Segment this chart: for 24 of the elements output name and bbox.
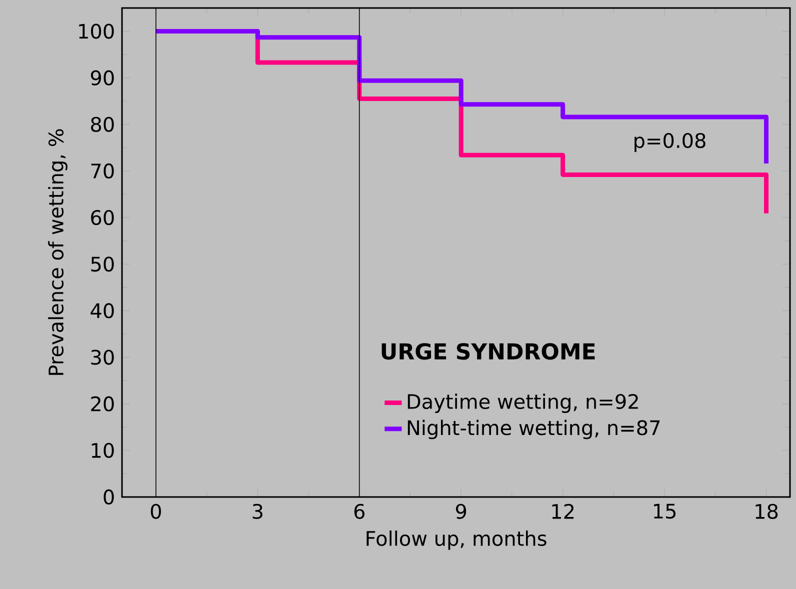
legend-label: Night-time wetting, n=87 xyxy=(408,420,660,440)
y-tick-label: 70 xyxy=(91,163,114,179)
x-tick-label: 6 xyxy=(354,504,364,519)
y-tick-label: 50 xyxy=(91,256,114,272)
y-tick-label: 90 xyxy=(90,70,114,86)
x-axis-title: Follow up, months xyxy=(366,530,546,550)
y-axis-title: Prevalence of wetting, % xyxy=(48,129,68,375)
x-tick-label: 9 xyxy=(456,504,466,519)
y-tick-label: 80 xyxy=(91,116,114,132)
y-tick-label: 10 xyxy=(92,442,114,458)
y-tick-label: 60 xyxy=(91,210,114,226)
x-tick-label: 12 xyxy=(552,504,574,519)
x-tick-label: 15 xyxy=(654,504,676,519)
y-tick-label: 0 xyxy=(104,489,114,505)
x-tick-label: 3 xyxy=(252,504,262,519)
y-tick-label: 20 xyxy=(91,396,114,412)
annotation: p=0.08 xyxy=(634,132,706,152)
x-tick-label: 18 xyxy=(756,504,778,519)
x-tick-label: 0 xyxy=(150,504,161,519)
legend-label: Daytime wetting, n=92 xyxy=(408,394,638,413)
y-tick-label: 30 xyxy=(91,350,114,365)
legend-title: URGE SYNDROME xyxy=(382,343,595,360)
y-tick-label: 40 xyxy=(90,303,114,318)
y-tick-label: 100 xyxy=(79,24,114,39)
